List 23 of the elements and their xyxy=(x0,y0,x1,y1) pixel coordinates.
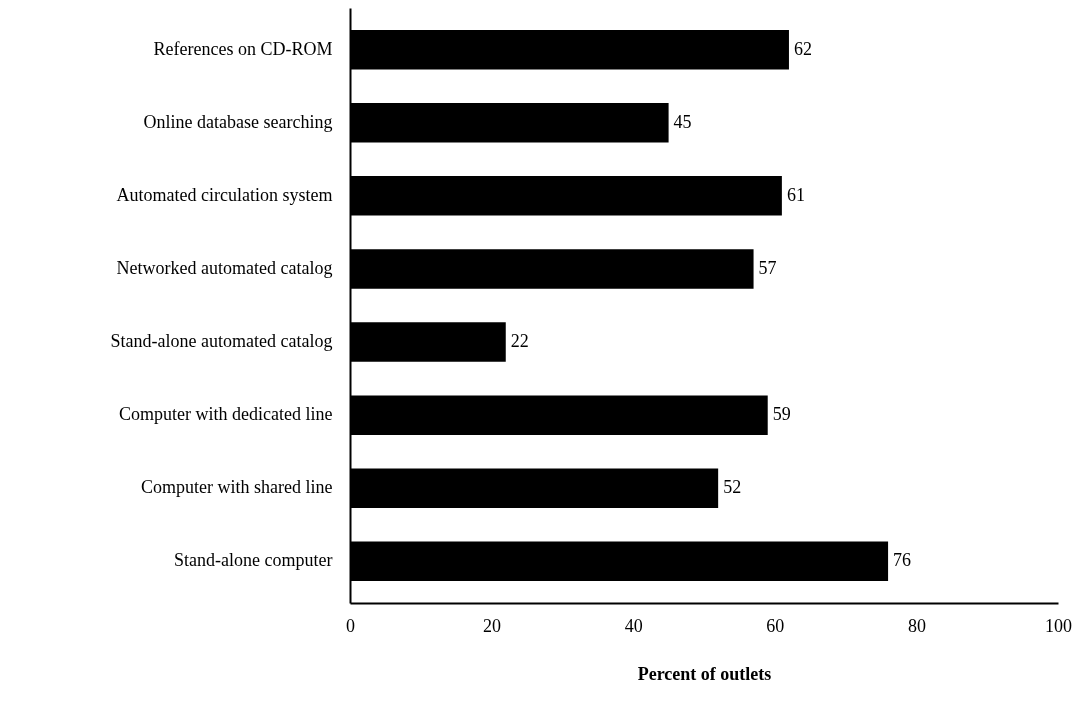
y-tick-label: Networked automated catalog xyxy=(116,257,333,278)
x-tick-label: 80 xyxy=(907,615,926,636)
x-tick-label: 0 xyxy=(346,615,355,636)
data-label: 76 xyxy=(893,550,912,571)
y-tick-label: Stand-alone automated catalog xyxy=(110,331,333,352)
data-label: 45 xyxy=(673,111,692,132)
data-label: 22 xyxy=(510,331,529,352)
data-label: 62 xyxy=(793,38,812,59)
y-tick-label: Computer with shared line xyxy=(141,477,333,498)
y-tick-label: References on CD-ROM xyxy=(153,38,333,59)
y-tick-label: Computer with dedicated line xyxy=(119,404,333,425)
y-tick-label: Online database searching xyxy=(143,111,333,132)
data-label: 59 xyxy=(772,404,791,425)
y-tick-label: Automated circulation system xyxy=(116,184,333,205)
x-tick-label: 60 xyxy=(766,615,785,636)
x-tick-label: 40 xyxy=(624,615,643,636)
x-tick-label: 20 xyxy=(483,615,502,636)
data-label: 61 xyxy=(786,184,805,205)
x-axis-title: Percent of outlets xyxy=(637,663,772,684)
data-label: 52 xyxy=(723,477,742,498)
x-tick-label: 100 xyxy=(1045,615,1072,636)
y-tick-label: Stand-alone computer xyxy=(174,550,333,571)
data-label: 57 xyxy=(758,257,777,278)
